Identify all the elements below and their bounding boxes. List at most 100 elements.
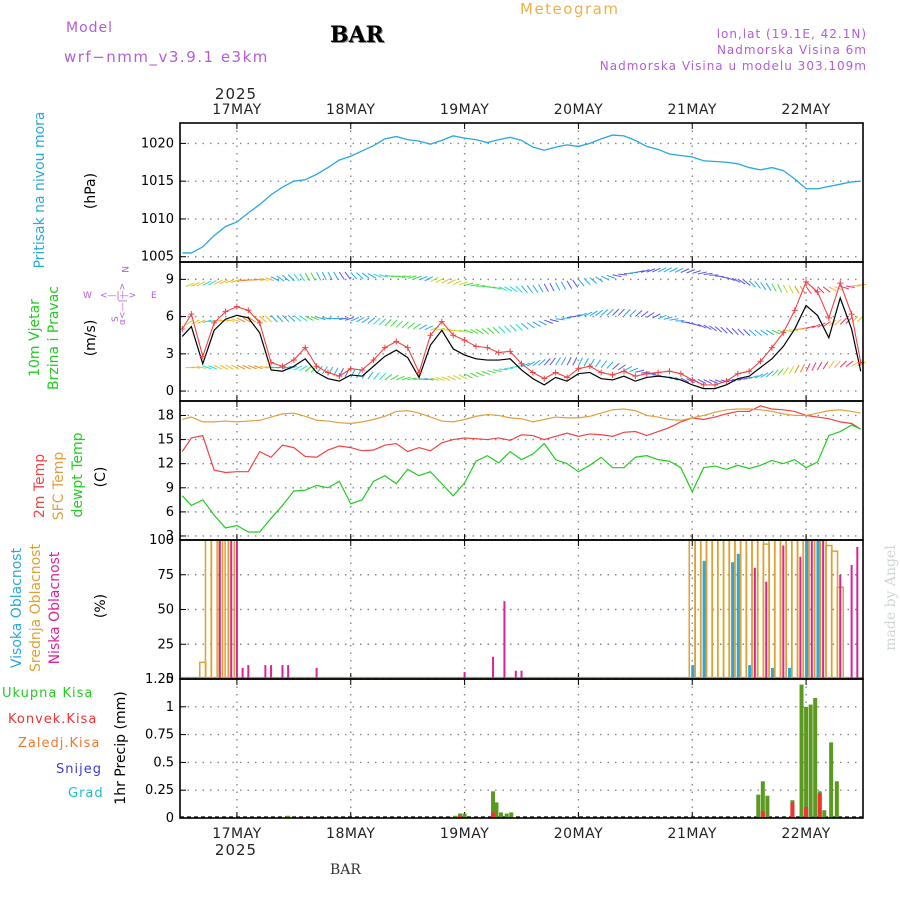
meteogram-title: Meteogram	[520, 0, 620, 18]
wind-arrow	[293, 273, 300, 282]
wind-model-point	[825, 314, 832, 321]
y-tick-label: 1020	[141, 136, 174, 151]
wind-arrow	[259, 365, 269, 369]
wind-arrow	[726, 276, 736, 281]
top-date-label: 20MAY	[554, 102, 603, 118]
wind-arrow	[623, 366, 633, 372]
wind-arrow	[521, 285, 528, 294]
y-tick-label: 0	[166, 384, 174, 399]
wind-arrow	[299, 365, 308, 372]
wind-arrow	[413, 323, 421, 330]
wind-arrow	[458, 374, 468, 380]
wind-arrow	[680, 321, 690, 324]
compass-side: α<—|—>	[118, 283, 128, 325]
wind-arrow	[453, 329, 463, 333]
wind-arrow	[350, 271, 358, 280]
wind-arrow	[378, 373, 387, 381]
wind-arrow	[828, 360, 835, 369]
wind-arrow	[589, 310, 598, 317]
y-tick-label: 1005	[141, 250, 174, 265]
wind-arrow	[845, 285, 855, 288]
wind-arrow	[361, 272, 370, 279]
wind-arrow	[504, 286, 513, 292]
wind-model-point	[381, 344, 388, 351]
high-cloud-bar	[736, 553, 740, 679]
low-cloud-bar	[492, 656, 495, 679]
wind-model-point	[837, 280, 844, 287]
wind-arrow	[555, 318, 565, 321]
wind-model-point	[780, 329, 787, 336]
wind-arrow	[276, 275, 285, 282]
temp2m-line	[181, 405, 862, 474]
temp-ylabel3: dewpt Temp	[70, 432, 86, 518]
wind-arrow	[509, 324, 517, 332]
wind-model-point	[461, 337, 468, 344]
pressure-ylabel: Pritisak na nivou mora	[32, 111, 48, 269]
wind-arrow	[475, 328, 484, 335]
low-cloud-bar	[822, 540, 825, 679]
wind-model-point	[222, 308, 229, 315]
wind-arrow	[310, 316, 320, 321]
wind-model-point	[450, 332, 457, 339]
wind-arrow	[606, 274, 616, 279]
wind-arrow	[407, 275, 417, 279]
wind-arrow	[270, 276, 280, 282]
wind-arrow	[600, 275, 610, 281]
wind-arrow	[549, 318, 559, 323]
wind-arrow	[817, 286, 825, 294]
wind-arrow	[367, 273, 376, 279]
wind-arrow	[225, 364, 234, 370]
low-cloud-bar	[782, 545, 785, 679]
low-cloud-bar	[753, 567, 756, 679]
wind-arrow	[709, 325, 717, 332]
wind-arrow	[191, 319, 200, 325]
wind-ylabel2: Brzina i Pravac	[46, 286, 62, 390]
y-tick-label: 1.25	[145, 672, 174, 687]
bottom-date-label: 20MAY	[554, 826, 603, 842]
wind-arrow	[737, 278, 746, 285]
wind-arrow	[419, 378, 429, 381]
station-title: BAR	[330, 22, 384, 48]
wind-arrow	[282, 315, 290, 323]
wind-arrow	[526, 322, 535, 329]
wind-arrow	[555, 357, 561, 366]
wind-arrow	[771, 369, 779, 377]
wind-model-point	[233, 303, 240, 310]
model-elevation-label: Nadmorska Visina u modelu 303.109m	[599, 59, 867, 73]
wind-arrow	[612, 308, 620, 316]
wind-arrow	[646, 312, 655, 318]
precip-total-bar	[813, 697, 818, 818]
wind-arrow	[743, 279, 751, 287]
wind-arrow	[413, 275, 422, 280]
wind-arrow	[367, 371, 374, 380]
top-year-label: 2025	[215, 85, 257, 103]
wind-arrow	[504, 325, 512, 333]
legend-snijeg: Snijeg	[56, 762, 102, 777]
low-cloud-bar	[247, 665, 250, 679]
low-cloud-bar	[799, 556, 802, 679]
wind-arrow	[765, 282, 772, 291]
compass-n: N	[119, 266, 129, 273]
wind-arrow	[595, 309, 603, 316]
precip-total-bar	[765, 795, 770, 818]
y-tick-label: 50	[157, 603, 174, 618]
wind-arrow	[208, 280, 217, 286]
wind-arrow	[657, 267, 667, 273]
wind-model-point	[791, 307, 798, 314]
footer-station: BAR	[330, 862, 361, 878]
legend-ukupna-kisa: Ukupna Kisa	[2, 686, 94, 701]
y-tick-label: 6	[166, 310, 174, 325]
wind-model-point	[336, 373, 343, 380]
wind-arrow	[589, 358, 595, 367]
wind-arrow	[606, 361, 614, 369]
wind-arrow	[430, 377, 440, 381]
low-cloud-bar	[503, 601, 506, 679]
precip-total-bar	[494, 802, 499, 818]
wind-arrow	[543, 358, 551, 366]
wind-model-point	[541, 375, 548, 382]
wind-model-point	[359, 366, 366, 373]
wind-arrow	[845, 360, 854, 367]
wind-obs-line	[181, 296, 862, 390]
wind-arrow	[629, 367, 639, 372]
wind-arrow	[543, 283, 549, 293]
